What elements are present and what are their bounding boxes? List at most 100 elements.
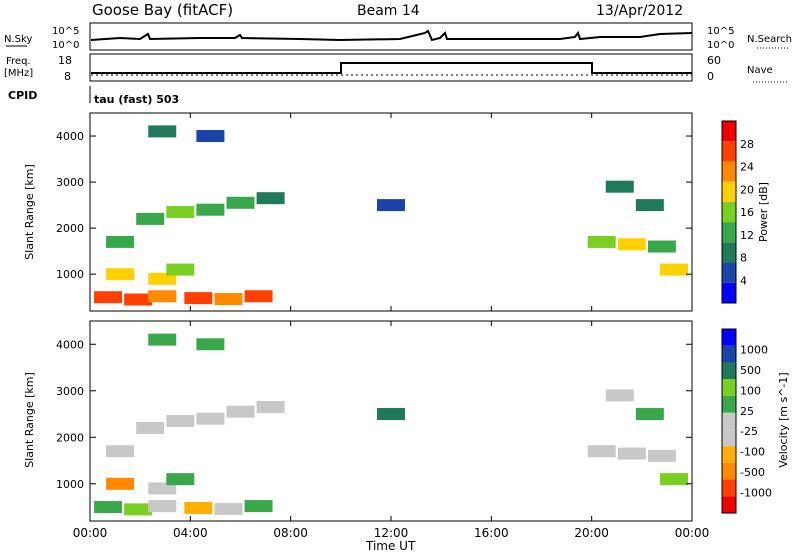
data-cell (196, 130, 225, 143)
data-cell (148, 125, 177, 138)
data-cell (166, 263, 195, 276)
colorbar-tick-label: 4 (740, 274, 747, 287)
data-cell (617, 238, 646, 251)
nsky-tick-bottom: 10^0 (52, 40, 79, 51)
data-cell (605, 389, 634, 402)
freq-unit: [MHz] (4, 68, 33, 79)
data-cell (196, 412, 225, 425)
colorbar-tick-label: -100 (740, 446, 765, 459)
y-tick-label: 2000 (56, 222, 84, 235)
y-tick-label: 3000 (56, 385, 84, 398)
nsearch-label: N.Search (747, 34, 792, 45)
data-cell (124, 293, 153, 306)
nave-label: Nave (747, 65, 773, 76)
data-cell (124, 503, 153, 516)
y-tick-label: 3000 (56, 176, 84, 189)
beam-label: Beam 14 (357, 3, 420, 19)
station-title: Goose Bay (fitACF) (92, 1, 233, 19)
colorbar-tick-label: 12 (740, 229, 754, 242)
data-cell (148, 482, 177, 495)
x-tick-label: 04:00 (173, 526, 208, 540)
data-cell (184, 292, 213, 305)
data-cell (377, 199, 405, 212)
freq-tick-bottom: 8 (64, 70, 71, 83)
x-tick-label: 16:00 (474, 526, 509, 540)
power-panel: 1000 2000 3000 4000 Slant Range [km] 28 24 20… (23, 112, 770, 312)
cpid-label: CPID (8, 89, 37, 102)
data-cell (605, 180, 634, 193)
colorbar-segment (722, 479, 736, 497)
velocity-yticks: 1000 2000 3000 4000 (56, 338, 692, 491)
colorbar-segment (722, 412, 736, 430)
colorbar-segment (722, 395, 736, 413)
velocity-ylabel: Slant Range [km] (23, 372, 36, 468)
velocity-colorbar-label: Velocity [m s^-1] (777, 372, 790, 467)
power-colorbar-label: Power [dB] (757, 182, 770, 242)
x-tick-label: 12:00 (374, 526, 409, 540)
colorbar-tick-label: 24 (740, 161, 754, 174)
nsearch-tick-top: 10^5 (707, 26, 734, 37)
colorbar-segment (722, 362, 736, 380)
freq-panel: Freq. [MHz] 18 8 60 0 Nave (4, 53, 787, 83)
y-tick-label: 1000 (56, 478, 84, 491)
data-cell (196, 338, 225, 351)
colorbar-segment (722, 379, 736, 396)
data-cell (659, 473, 688, 486)
x-tick-label: 20:00 (574, 526, 609, 540)
x-tick-label: 08:00 (273, 526, 308, 540)
x-axis-label: Time UT (365, 539, 416, 553)
data-cell (635, 199, 664, 212)
velocity-cells (94, 333, 688, 516)
nsky-tick-top: 10^5 (52, 26, 79, 37)
colorbar-segment (722, 181, 736, 202)
freq-tick-top: 18 (58, 54, 72, 67)
x-tick-label: 00:00 (73, 526, 108, 540)
colorbar-segment (722, 345, 736, 363)
data-cell (587, 445, 616, 458)
nsearch-tick-bottom: 10^0 (707, 40, 734, 51)
data-cell (659, 263, 688, 276)
data-cell (94, 501, 123, 514)
x-axis: 00:00 04:00 08:00 12:00 16:00 20:00 00:00 (73, 113, 709, 540)
colorbar-segment (722, 242, 736, 263)
date-label: 13/Apr/2012 (596, 3, 683, 19)
nave-tick-bottom: 0 (707, 70, 714, 83)
colorbar-tick-label: 20 (740, 183, 754, 196)
data-cell (214, 293, 243, 306)
colorbar-tick-label: 16 (740, 206, 754, 219)
velocity-panel: 1000 2000 3000 4000 Slant Range [km] 1000 50… (23, 320, 790, 522)
data-cell (148, 290, 177, 303)
data-cell (256, 401, 285, 414)
data-cell (148, 500, 177, 513)
data-cell (136, 212, 165, 225)
nsky-frame (89, 22, 693, 51)
colorbar-segment (722, 282, 736, 303)
velocity-colorbar: 1000 500 100 25 -25 -100 -500 -1000 (721, 328, 772, 514)
freq-label: Freq. (6, 56, 31, 67)
data-cell (106, 268, 135, 281)
data-cell (166, 473, 195, 486)
colorbar-frame (721, 328, 737, 514)
data-cell (647, 240, 676, 253)
colorbar-frame (721, 120, 737, 304)
data-cell (106, 477, 135, 490)
data-cell (377, 408, 405, 421)
y-tick-label: 4000 (56, 338, 84, 351)
data-cell (647, 449, 676, 462)
colorbar-tick-label: -500 (740, 466, 765, 479)
nsky-panel: N.Sky 10^5 10^0 10^5 10^0 N.Search (4, 22, 792, 51)
y-tick-label: 1000 (56, 268, 84, 281)
nsky-label: N.Sky (4, 34, 32, 45)
freq-trace (91, 62, 692, 74)
nsky-trace (90, 29, 693, 42)
power-ylabel: Slant Range [km] (23, 164, 36, 260)
data-cell (214, 502, 243, 515)
y-tick-label: 4000 (56, 130, 84, 143)
power-cells (94, 125, 688, 306)
colorbar-tick-label: 8 (740, 252, 747, 265)
data-cell (148, 333, 177, 346)
data-cell (196, 203, 225, 216)
data-cell (226, 196, 255, 209)
data-cell (106, 235, 135, 248)
